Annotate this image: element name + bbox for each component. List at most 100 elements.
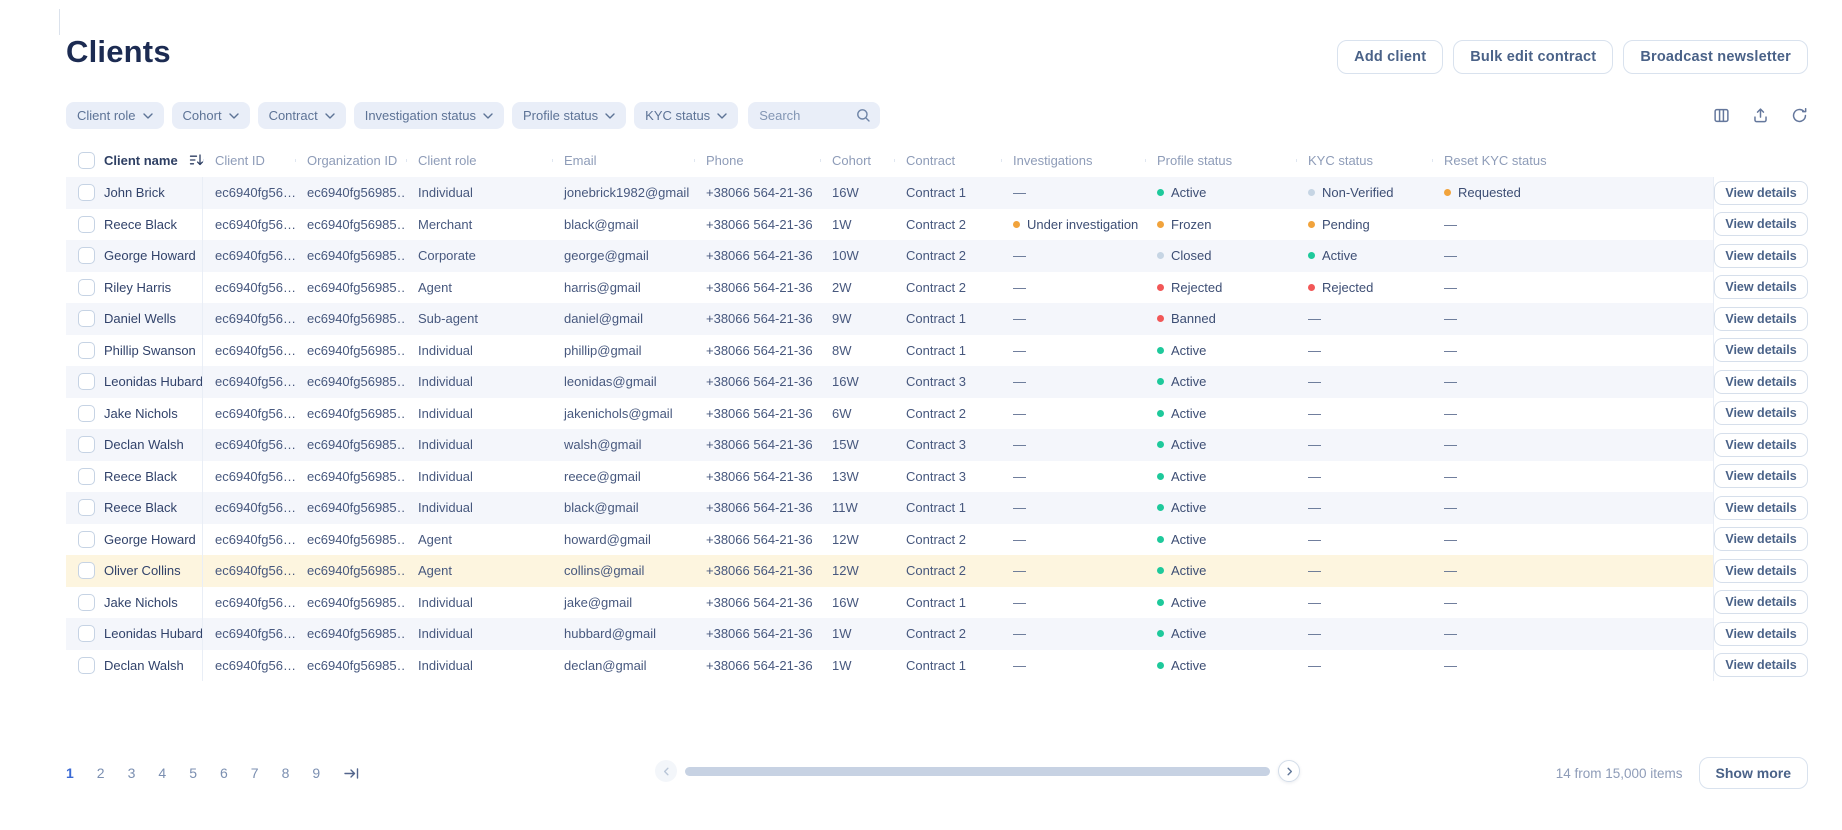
page-number-2[interactable]: 2 — [96, 765, 105, 781]
cell-investigations: — — [1001, 595, 1145, 610]
status-label: Active — [1171, 594, 1207, 610]
cell-investigations: — — [1001, 658, 1145, 673]
page-number-8[interactable]: 8 — [281, 765, 290, 781]
page-number-9[interactable]: 9 — [312, 765, 321, 781]
filter-chip-contract[interactable]: Contract — [257, 102, 346, 129]
cell-actions: View details — [1713, 649, 1808, 681]
view-details-button[interactable]: View details — [1714, 432, 1808, 457]
row-checkbox[interactable] — [78, 215, 95, 233]
view-details-button[interactable]: View details — [1714, 338, 1808, 363]
view-details-button[interactable]: View details — [1714, 527, 1808, 552]
status-dot-green — [1157, 441, 1164, 449]
cell-kyc-status: Rejected — [1296, 280, 1432, 295]
view-details-button[interactable]: View details — [1714, 653, 1808, 678]
row-checkbox[interactable] — [78, 562, 95, 580]
row-checkbox[interactable] — [78, 530, 95, 548]
table-row: Phillip Swanson ec6940fg56… ec6940fg5698… — [66, 334, 1808, 366]
cell-client-role: Individual — [418, 374, 473, 390]
empty-dash: — — [1013, 311, 1026, 327]
status-badge: Pending — [1308, 217, 1424, 232]
empty-dash: — — [1444, 374, 1457, 390]
view-details-button[interactable]: View details — [1714, 558, 1808, 583]
row-checkbox[interactable] — [78, 278, 95, 296]
status-label: Requested — [1458, 185, 1521, 201]
columns-icon[interactable] — [1713, 107, 1730, 124]
row-checkbox[interactable] — [78, 499, 95, 517]
view-details-button[interactable]: View details — [1714, 464, 1808, 489]
broadcast-newsletter-button[interactable]: Broadcast newsletter — [1623, 40, 1808, 74]
filter-chip-profile-status[interactable]: Profile status — [512, 102, 627, 129]
status-dot-green — [1157, 189, 1164, 197]
row-checkbox[interactable] — [78, 373, 95, 391]
row-checkbox[interactable] — [78, 310, 95, 328]
cell-contract: Contract 1 — [906, 311, 966, 327]
scroll-left-icon[interactable] — [655, 760, 677, 782]
chevron-down-icon — [228, 112, 239, 119]
row-checkbox[interactable] — [78, 184, 95, 202]
cell-reset-kyc-status: — — [1432, 217, 1713, 232]
cell-kyc-status: Non-Verified — [1296, 185, 1432, 200]
row-checkbox[interactable] — [78, 625, 95, 643]
row-checkbox[interactable] — [78, 467, 95, 485]
status-badge: Active — [1157, 406, 1288, 421]
page-number-1[interactable]: 1 — [66, 765, 74, 781]
view-details-button[interactable]: View details — [1714, 495, 1808, 520]
scrollbar-track[interactable] — [685, 766, 1270, 776]
cell-phone: +38066 564-21-36 — [706, 594, 813, 610]
cell-contract: Contract 1 — [906, 657, 966, 673]
view-details-button[interactable]: View details — [1714, 212, 1808, 237]
view-details-button[interactable]: View details — [1714, 369, 1808, 394]
cell-client-id: ec6940fg56… — [215, 437, 295, 453]
page-number-6[interactable]: 6 — [219, 765, 228, 781]
view-details-button[interactable]: View details — [1714, 180, 1808, 205]
select-all-checkbox[interactable] — [78, 151, 95, 169]
view-details-button[interactable]: View details — [1714, 401, 1808, 426]
client-name: Declan Walsh — [104, 657, 184, 673]
filter-chip-kyc-status[interactable]: KYC status — [634, 102, 739, 129]
row-checkbox[interactable] — [78, 247, 95, 265]
cell-client-id: ec6940fg56… — [215, 531, 295, 547]
cell-contract: Contract 3 — [906, 437, 966, 453]
empty-dash: — — [1444, 248, 1457, 264]
view-details-button[interactable]: View details — [1714, 621, 1808, 646]
status-dot-green — [1157, 661, 1164, 669]
page-number-5[interactable]: 5 — [189, 765, 197, 781]
show-more-button[interactable]: Show more — [1698, 757, 1808, 789]
table-toolbar — [1713, 107, 1808, 124]
refresh-icon[interactable] — [1791, 107, 1808, 124]
sort-descending-icon[interactable] — [189, 153, 203, 167]
client-name: Reece Black — [104, 468, 177, 484]
empty-dash: — — [1308, 563, 1321, 579]
chevron-down-icon — [605, 112, 615, 119]
cell-client-role: Agent — [418, 531, 452, 547]
empty-dash: — — [1444, 531, 1457, 547]
row-checkbox[interactable] — [78, 593, 95, 611]
filter-chip-client-role[interactable]: Client role — [66, 102, 164, 129]
cell-reset-kyc-status: — — [1432, 280, 1713, 295]
bulk-edit-contract-button[interactable]: Bulk edit contract — [1453, 40, 1614, 74]
status-badge: Active — [1157, 343, 1288, 358]
chevron-down-icon — [483, 112, 493, 119]
scroll-right-icon[interactable] — [1278, 760, 1300, 782]
row-checkbox[interactable] — [78, 341, 95, 359]
cell-profile-status: Rejected — [1145, 280, 1296, 295]
add-client-button[interactable]: Add client — [1337, 40, 1444, 74]
row-checkbox[interactable] — [78, 404, 95, 422]
filter-chip-investigation-status[interactable]: Investigation status — [353, 102, 504, 129]
view-details-button[interactable]: View details — [1714, 590, 1808, 615]
view-details-button[interactable]: View details — [1714, 275, 1808, 300]
row-checkbox[interactable] — [78, 656, 95, 674]
page-number-3[interactable]: 3 — [127, 765, 136, 781]
filter-chip-cohort[interactable]: Cohort — [171, 102, 250, 129]
skip-to-last-page-icon[interactable] — [343, 766, 360, 781]
search-input[interactable] — [759, 108, 857, 123]
view-details-button[interactable]: View details — [1714, 243, 1808, 268]
view-details-button[interactable]: View details — [1714, 306, 1808, 331]
row-checkbox[interactable] — [78, 436, 95, 454]
cell-client-name: Jake Nichols — [66, 586, 203, 618]
page-number-7[interactable]: 7 — [250, 765, 259, 781]
search-icon[interactable] — [856, 108, 871, 123]
cell-client-role: Agent — [418, 563, 452, 579]
export-icon[interactable] — [1752, 107, 1769, 124]
page-number-4[interactable]: 4 — [158, 765, 167, 781]
